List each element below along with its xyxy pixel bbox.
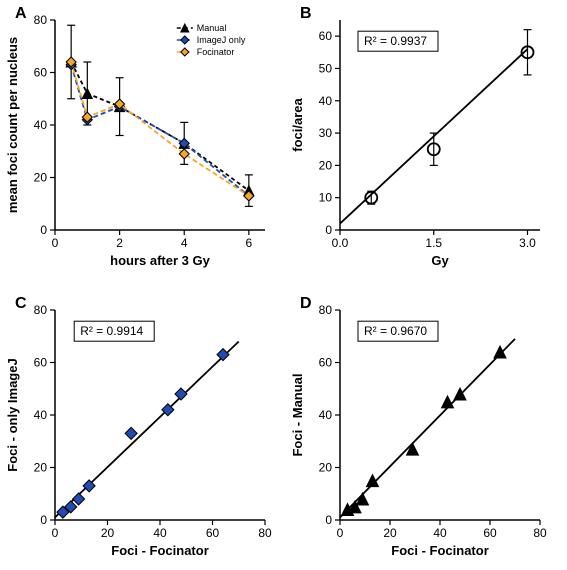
panel-D-svg: 0 20 40 60 80 0 20 40 60 80 Foci - Focinator Foci -… <box>0 0 567 570</box>
svg-text:20: 20 <box>383 526 397 540</box>
svg-text:40: 40 <box>433 526 447 540</box>
svg-text:40: 40 <box>319 408 333 422</box>
svg-text:Foci - Focinator: Foci - Focinator <box>391 543 489 558</box>
svg-text:60: 60 <box>483 526 497 540</box>
svg-text:60: 60 <box>319 356 333 370</box>
svg-text:Foci - Manual: Foci - Manual <box>290 373 305 456</box>
svg-text:80: 80 <box>533 526 547 540</box>
svg-text:80: 80 <box>319 303 333 317</box>
svg-text:0: 0 <box>337 526 344 540</box>
svg-text:0: 0 <box>325 513 332 527</box>
svg-text:R² = 0.9670: R² = 0.9670 <box>364 324 427 338</box>
figure: A0246020406080hours after 3 Gymean foci … <box>0 0 567 570</box>
svg-text:20: 20 <box>319 461 333 475</box>
